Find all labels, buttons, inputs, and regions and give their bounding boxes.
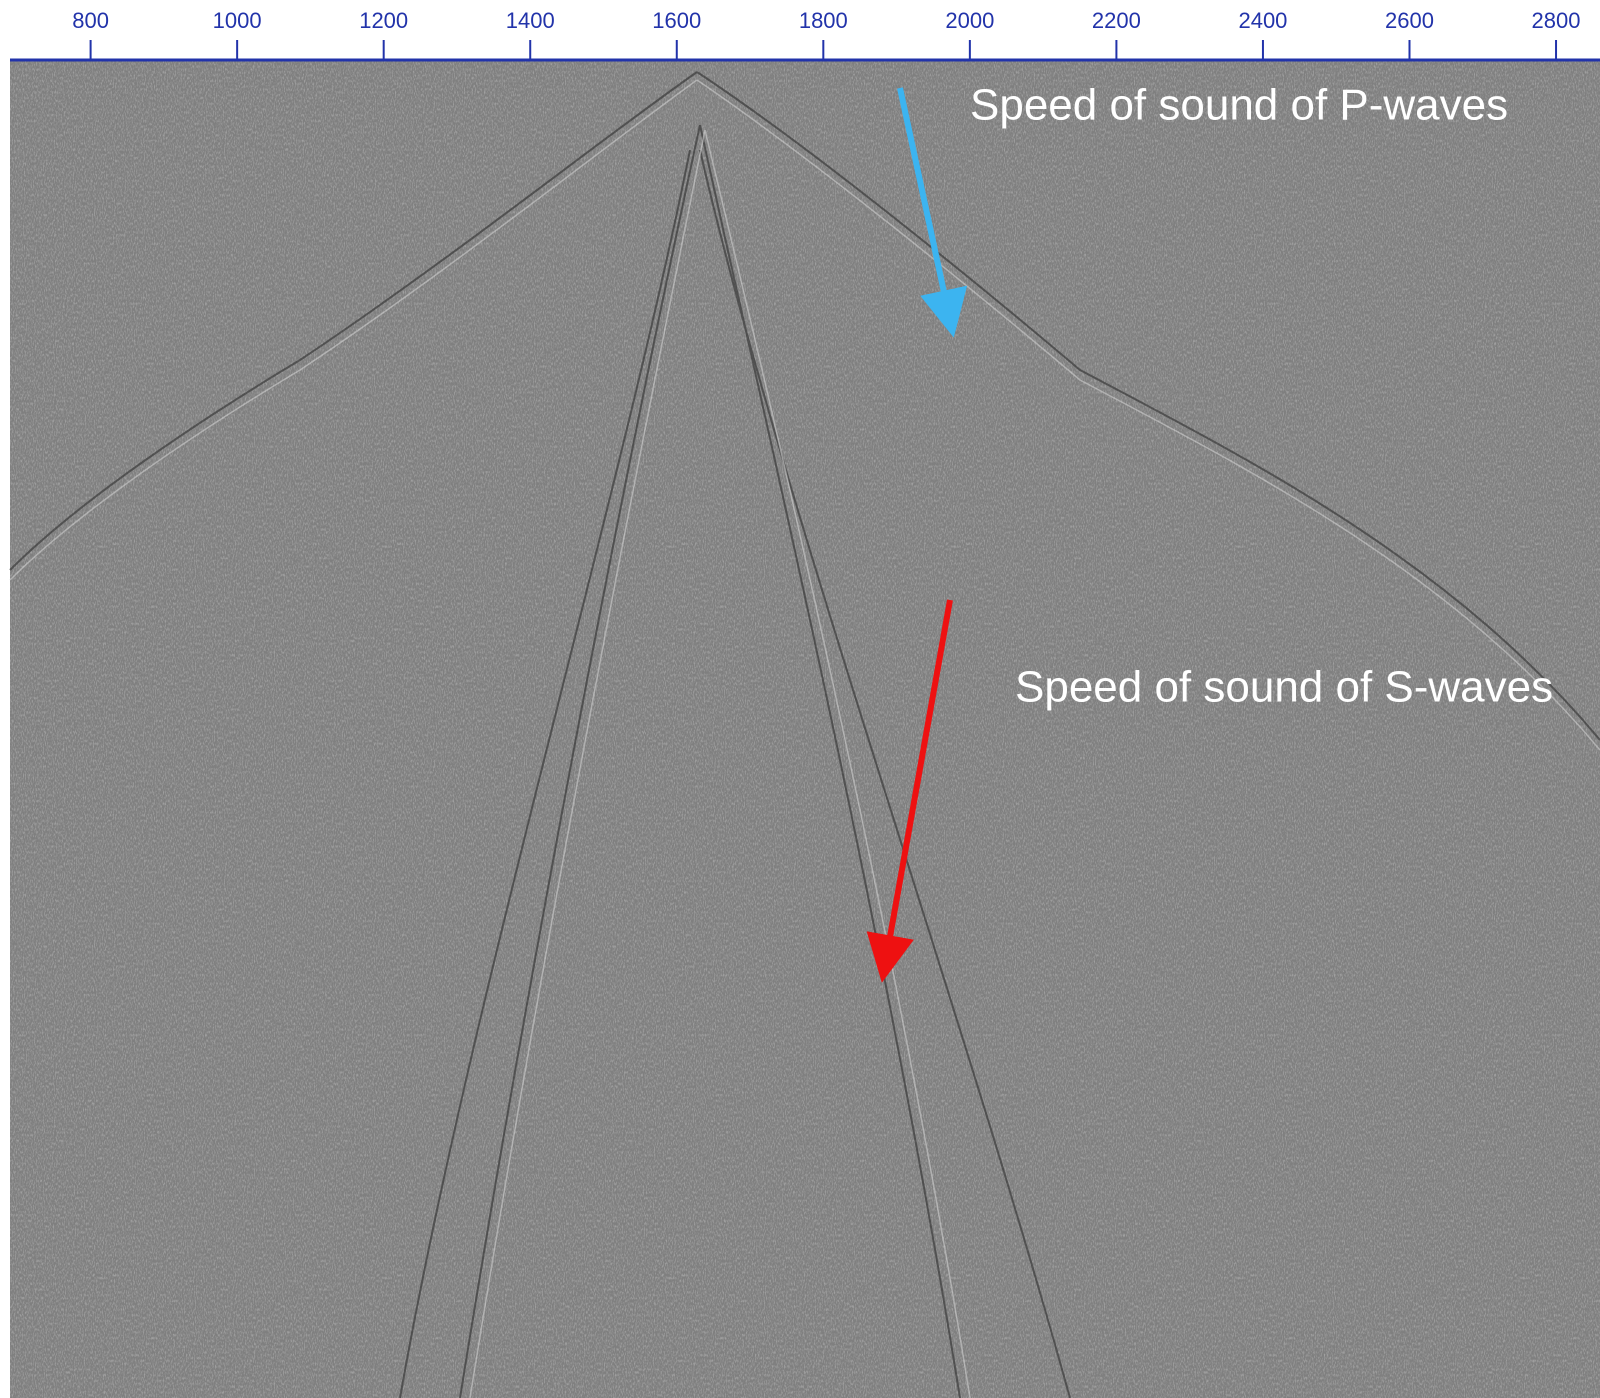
x-tick-label: 2000 — [945, 8, 994, 33]
page: 800 1000 1200 1400 1600 1800 2000 2200 2400 2600 2… — [0, 0, 1600, 1398]
x-tick-label: 800 — [72, 8, 109, 33]
chart: 800 1000 1200 1400 1600 1800 2000 2200 2400 2600 2… — [0, 0, 1600, 1398]
x-tick-label: 2600 — [1385, 8, 1434, 33]
x-tick-label: 1200 — [359, 8, 408, 33]
annotation: Speed of sound of P-waves — [970, 81, 1508, 130]
x-tick-label: 2200 — [1092, 8, 1141, 33]
x-tick-label: 1600 — [652, 8, 701, 33]
x-tick-label: 1000 — [213, 8, 262, 33]
annotation: Speed of sound of S-waves — [1015, 663, 1553, 712]
x-axis: 800 1000 1200 1400 1600 1800 2000 2200 2400 2600 2… — [10, 8, 1600, 60]
x-tick-label: 1400 — [506, 8, 555, 33]
seismic-image — [10, 60, 1600, 1398]
x-tick-label: 2400 — [1238, 8, 1287, 33]
x-tick-label: 1800 — [799, 8, 848, 33]
x-tick-label: 2800 — [1532, 8, 1581, 33]
